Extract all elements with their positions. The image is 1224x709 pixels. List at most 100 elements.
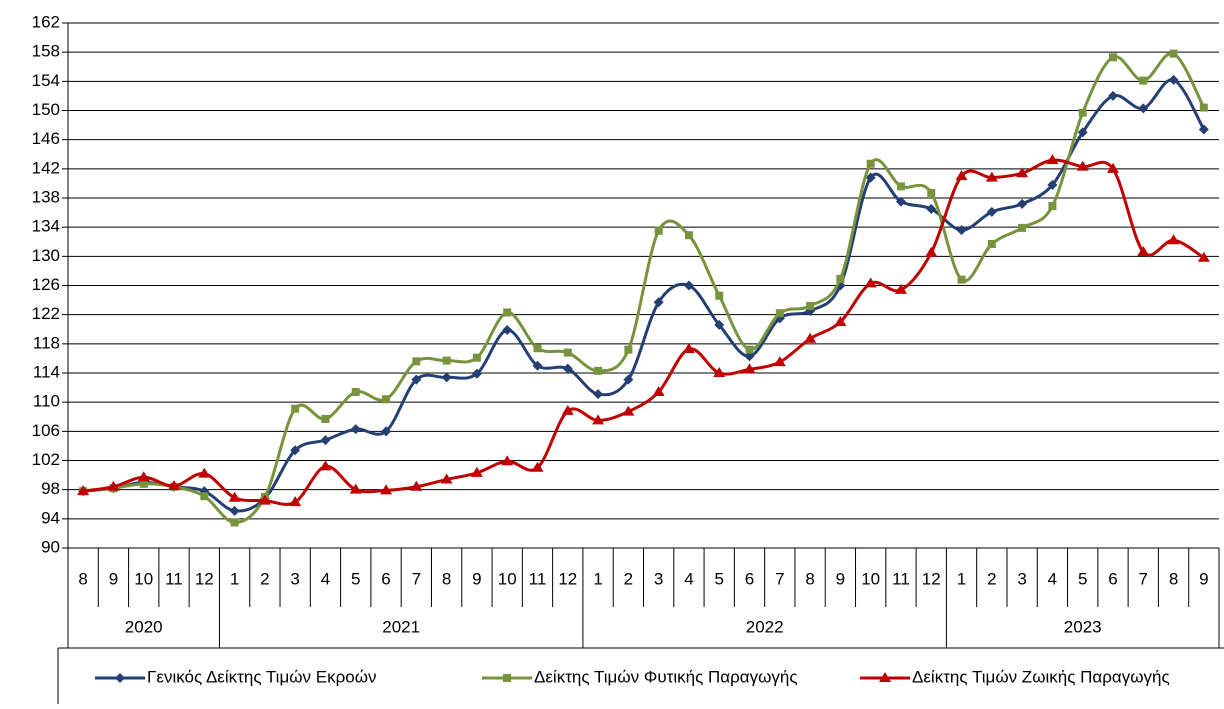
x-tick-label: 12 [195, 569, 214, 588]
x-tick-label: 11 [165, 569, 183, 588]
y-tick-label: 142 [32, 158, 60, 177]
point [411, 374, 422, 385]
point [533, 344, 542, 353]
point [773, 356, 786, 367]
point [410, 480, 423, 491]
point [864, 277, 877, 288]
x-tick-label: 2 [260, 569, 269, 588]
point [623, 374, 634, 385]
point [1108, 53, 1117, 62]
point [1017, 198, 1028, 209]
point [1048, 202, 1057, 211]
x-tick-label: 11 [529, 569, 547, 588]
x-tick-label: 11 [892, 569, 910, 588]
x-tick-label: 7 [1139, 569, 1148, 588]
point [289, 496, 302, 507]
x-tick-label: 3 [1017, 569, 1026, 588]
point [168, 480, 181, 491]
point [229, 505, 240, 516]
point [351, 387, 360, 396]
point [896, 182, 905, 191]
y-tick-label: 138 [32, 187, 60, 206]
x-tick-label: 12 [558, 569, 577, 588]
x-tick-label: 7 [775, 569, 784, 588]
x-tick-label: 10 [498, 569, 517, 588]
point [228, 491, 241, 502]
x-tick-label: 5 [1078, 569, 1087, 588]
x-tick-label: 9 [109, 569, 118, 588]
x-tick-label: 9 [1199, 569, 1208, 588]
point [1076, 160, 1089, 171]
point [804, 332, 817, 343]
point [593, 389, 604, 400]
x-tick-label: 5 [351, 569, 360, 588]
point [986, 206, 997, 217]
x-group-label: 2022 [746, 617, 784, 636]
point [1139, 76, 1148, 85]
point [894, 283, 907, 294]
x-tick-label: 4 [321, 569, 330, 588]
point [955, 170, 968, 181]
point [1046, 154, 1059, 165]
point [531, 461, 544, 472]
y-tick-label: 154 [32, 71, 60, 90]
point [107, 480, 120, 491]
point [258, 494, 271, 505]
point [654, 226, 663, 235]
point [200, 492, 209, 501]
point [382, 395, 391, 404]
point [775, 309, 784, 318]
x-tick-label: 4 [1048, 569, 1057, 588]
point [291, 404, 300, 413]
point [1198, 124, 1209, 135]
point [115, 673, 125, 683]
point [652, 385, 665, 396]
y-tick-label: 130 [32, 246, 60, 265]
point [1167, 234, 1180, 245]
point [653, 297, 664, 308]
point [77, 485, 90, 496]
y-tick-label: 150 [32, 100, 60, 119]
point [744, 351, 755, 362]
x-tick-label: 12 [922, 569, 941, 588]
point [684, 231, 693, 240]
point [1047, 179, 1058, 190]
point [622, 405, 635, 416]
point [440, 473, 453, 484]
x-tick-label: 8 [805, 569, 814, 588]
point [349, 483, 362, 494]
point [1169, 49, 1178, 58]
y-tick-label: 90 [41, 537, 60, 556]
point [985, 171, 998, 182]
point [925, 246, 938, 257]
point [563, 348, 572, 357]
x-tick-label: 2 [987, 569, 996, 588]
legend-label: Γενικός Δείκτης Τιμών Εκροών [147, 667, 377, 686]
legend-label: Δείκτης Τιμών Ζωικής Παραγωγής [912, 667, 1170, 686]
point [321, 414, 330, 423]
point [562, 363, 573, 374]
x-tick-label: 10 [861, 569, 880, 588]
y-tick-label: 94 [41, 508, 60, 527]
x-tick-label: 5 [714, 569, 723, 588]
x-tick-label: 10 [134, 569, 153, 588]
point [381, 426, 392, 437]
x-tick-label: 3 [290, 569, 299, 588]
x-tick-label: 8 [442, 569, 451, 588]
point [806, 301, 815, 310]
point [472, 353, 481, 362]
point [380, 484, 393, 495]
point [503, 308, 512, 317]
point [1138, 103, 1149, 114]
point [319, 460, 332, 471]
point [470, 466, 483, 477]
point [320, 435, 331, 446]
y-tick-label: 118 [33, 333, 60, 352]
point [594, 366, 603, 375]
point [957, 275, 966, 284]
point [1107, 90, 1118, 101]
point [441, 372, 452, 383]
point [1018, 223, 1027, 232]
point [1199, 103, 1208, 112]
